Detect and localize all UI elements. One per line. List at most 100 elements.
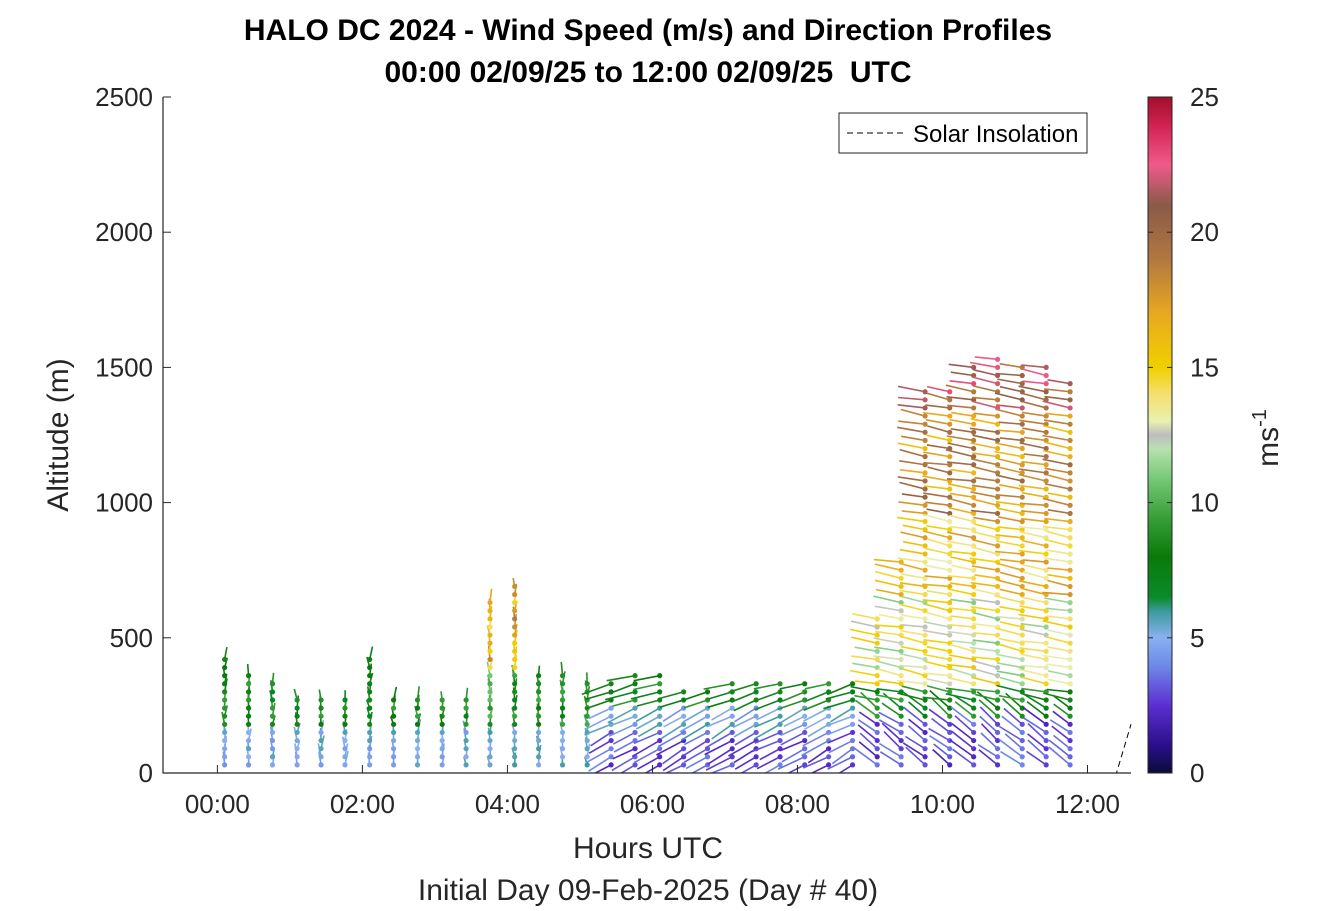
wind-barb-point [994,632,1001,638]
wind-barb-line [946,663,974,669]
wind-barb-line [828,739,853,754]
wind-barb-point [245,681,252,687]
wind-barb-point [898,713,904,719]
wind-barb-point [947,721,953,727]
wind-barb-line [857,719,878,734]
wind-barb-point [947,397,953,403]
wind-barb-point [222,656,228,663]
wind-barb-point [342,754,348,760]
wind-barb-point [1067,656,1073,663]
wind-barb-line [682,707,708,723]
legend-label: Solar Insolation [913,121,1078,148]
wind-barb-point [1067,608,1073,614]
wind-barb-point [1019,681,1025,687]
wind-barb-line [804,715,830,731]
wind-barb-line [947,442,974,450]
wind-barb-line [995,500,1023,507]
wind-barb-point [535,721,542,727]
wind-barb-line [876,688,902,693]
wind-barb-line [873,595,902,604]
wind-barb-point [294,697,300,703]
wind-barb-point [1067,697,1073,703]
wind-barb-point [1067,729,1073,736]
wind-barb-line [972,546,998,555]
wind-barb-point [584,681,590,687]
wind-barb-point [657,681,663,687]
wind-barb-point [414,762,421,768]
wind-barb-point [947,632,953,638]
wind-barb-point [874,640,880,646]
wind-barb-point [922,421,928,427]
wind-barb-point [608,737,614,744]
wind-barb-point [1067,510,1073,517]
wind-barb-point [367,762,373,768]
wind-barb-point [559,705,566,711]
wind-barb-point [390,754,397,760]
wind-barb-point [367,705,373,711]
wind-barb-line [977,744,999,758]
wind-barb-line [854,694,878,701]
wind-barb-point [559,681,566,687]
wind-barb-point [1067,664,1073,671]
wind-barb-point [1019,705,1025,711]
wind-barb-point [947,648,953,654]
wind-barb-line [1021,596,1047,604]
colorbar-tick-label: 25 [1190,82,1219,112]
colorbar-tick-label: 20 [1190,217,1219,247]
wind-barb-line [612,731,636,745]
wind-barb-point [777,713,783,719]
wind-barb-line [973,632,998,636]
wind-barb-point [898,721,904,727]
wind-barb-point [922,543,928,549]
wind-barb-line [969,427,998,434]
wind-barb-line [897,692,926,701]
wind-barb-line [923,461,950,466]
wind-barb-line [976,691,999,709]
wind-barb-line [633,682,660,691]
wind-barb-line [664,764,684,773]
wind-barb-line [883,731,902,750]
wind-barb-line [926,646,950,653]
wind-barb-point [1043,470,1049,476]
wind-barb-point [463,721,469,727]
wind-barb-point [971,583,977,590]
wind-barb-line [1043,449,1071,458]
wind-barb-point [535,729,542,736]
wind-barb-point [342,729,348,736]
wind-barb-point [269,697,276,703]
wind-barb-line [945,384,974,393]
wind-barb-line [1020,664,1047,669]
wind-barb-line [995,372,1023,377]
wind-barb-point [487,705,493,711]
wind-barb-line [900,645,926,653]
wind-barb-line [925,660,950,669]
wind-barb-line [1053,703,1071,717]
wind-barb-point [826,746,832,752]
wind-barb-line [971,676,998,685]
wind-barb-point [512,624,518,630]
wind-barb-point [367,697,373,703]
wind-barb-line [1047,530,1071,539]
wind-barb-line [974,476,998,482]
wind-barb-line [969,557,998,563]
wind-barb-point [1043,664,1049,671]
wind-barb-line [947,676,974,685]
wind-barb-point [439,721,445,727]
wind-barb-line [826,723,853,736]
wind-barb-line [999,437,1023,442]
wind-barb-line [924,547,950,555]
wind-barb-point [994,494,1001,500]
wind-barb-line [779,707,806,724]
wind-barb-line [972,539,998,547]
wind-barb-line [854,699,878,717]
wind-barb-point [222,729,228,736]
wind-barb-line [900,531,926,539]
wind-barb-point [487,616,493,622]
wind-barb-point [704,754,711,760]
wind-barb-line [997,526,1023,531]
wind-barb-line [779,739,806,752]
wind-barb-point [657,737,663,744]
wind-barb-line [1018,468,1047,474]
wind-barb-point [994,551,1001,557]
wind-barb-line [997,562,1023,571]
